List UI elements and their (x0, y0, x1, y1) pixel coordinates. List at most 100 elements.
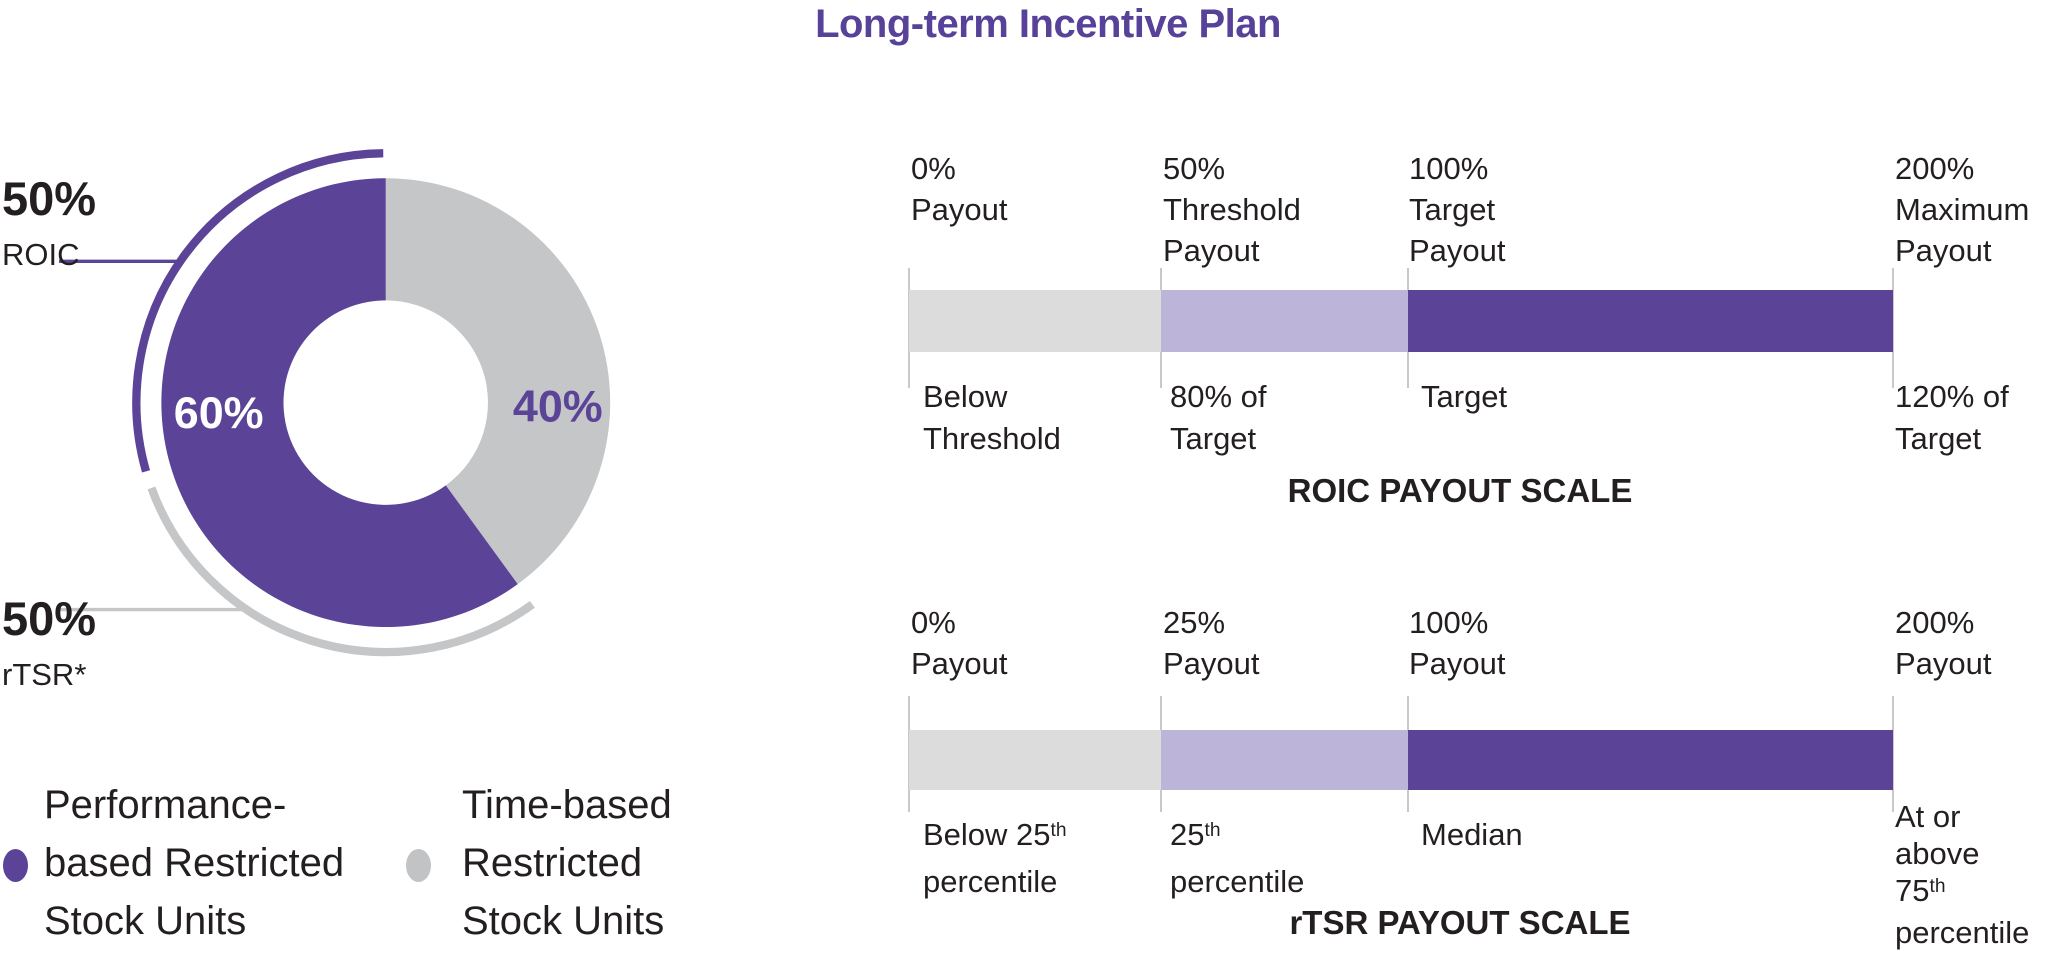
scale-bottom-label: 80% of Target (1170, 376, 1267, 460)
scale-top-label-line: 50% (1163, 151, 1226, 186)
scale-top-label-line: Threshold (1163, 192, 1301, 227)
scale-bottom-label-line: 120% of (1895, 376, 2009, 418)
scale-title: ROIC PAYOUT SCALE (1287, 472, 1633, 509)
donut-label-40: 40% (513, 380, 603, 431)
scale-top-label-line: 100% (1409, 605, 1489, 640)
label-text: percentile (1170, 864, 1305, 899)
scale-bar-segment (909, 290, 1161, 352)
label-text: percentile (1895, 915, 2030, 950)
scale-top-label-line: 0% (911, 605, 956, 640)
scale-top-label: 0% Payout (911, 602, 1008, 684)
rtsr-callout: 50% rTSR* (2, 594, 96, 693)
label-text: Target (1421, 379, 1508, 414)
page-title: Long-term Incentive Plan (815, 2, 1281, 46)
legend-line: Stock Units (462, 899, 665, 943)
scale-bottom-label: At or above 75th percentile (1895, 798, 2029, 951)
scale-top-label-line: Payout (1409, 233, 1506, 268)
scale-bottom-label: Below Threshold (923, 376, 1061, 460)
scale-top-label-line: 200% (1895, 605, 1975, 640)
scale-top-label-line: 25% (1163, 605, 1226, 640)
scale-tick (1892, 696, 1894, 812)
roic-callout-pct: 50% (2, 172, 97, 225)
legend-line: based Restricted (44, 841, 345, 885)
rtsr-arc (147, 486, 535, 657)
scale-bottom-label-line: Below (923, 376, 1061, 418)
scale-bottom-label-line: percentile (1895, 914, 2029, 951)
label-text: 25 (1170, 817, 1205, 852)
scale-bottom-label-line: percentile (1170, 861, 1304, 903)
label-text: above (1895, 836, 1980, 871)
scale-bottom-label: 25th percentile (1170, 814, 1304, 903)
legend-line: Performance- (44, 783, 287, 827)
superscript: th (1050, 820, 1067, 842)
legend-line: Restricted (462, 841, 643, 885)
scale-top-label: 25% Payout (1163, 602, 1260, 684)
scale-tick (1892, 268, 1894, 388)
scale-top-label-line: Maximum (1895, 192, 2030, 227)
scale-bottom-label: Target (1421, 376, 1507, 418)
scale-bar-segment (1161, 290, 1408, 352)
donut-chart: 60% 40% (59, 149, 611, 657)
scale-bottom-label-line: Target (1895, 418, 2009, 460)
scale-bar-segment (1408, 730, 1893, 790)
label-text: Median (1421, 817, 1523, 852)
superscript: th (1929, 876, 1946, 898)
scale-bottom-label-line: Target (1170, 418, 1267, 460)
roic-callout-metric: ROIC (2, 237, 80, 273)
scale-top-label-line: Payout (1895, 233, 1992, 268)
label-text: percentile (923, 864, 1058, 899)
scale-top-label: 0% Payout (911, 148, 1008, 230)
legend-item-performance-based: Performance- based Restricted Stock Unit… (44, 776, 344, 950)
scale-top-label-line: Payout (1409, 646, 1506, 681)
label-text: 75 (1895, 873, 1930, 908)
scale-top-label-line: Payout (911, 192, 1008, 227)
scale-bottom-label: 120% of Target (1895, 376, 2009, 460)
scale-bar-segment (1161, 730, 1408, 790)
scale-bottom-label-line: percentile (923, 861, 1067, 903)
scale-top-label-line: Payout (1895, 646, 1992, 681)
legend-dot-performance-based (3, 849, 28, 882)
scale-top-label-line: 0% (911, 151, 956, 186)
label-text: Threshold (923, 421, 1061, 456)
rtsr-callout-metric: rTSR* (2, 657, 87, 693)
label-text: Target (1170, 421, 1257, 456)
label-text: At or (1895, 799, 1961, 834)
scale-top-label-line: Payout (911, 646, 1008, 681)
scale-bottom-label-line: Median (1421, 814, 1523, 856)
legend-dot-time-based (406, 849, 431, 882)
scale-top-label-line: Payout (1163, 233, 1260, 268)
label-text: Target (1895, 421, 1982, 456)
scale-bottom-label-line: Threshold (923, 418, 1061, 460)
scale-bottom-label-line: Below 25th (923, 814, 1067, 861)
scale-bottom-label-line: 25th (1170, 814, 1304, 861)
scale-top-label: 100% Payout (1409, 602, 1506, 684)
legend-line: Time-based (462, 783, 672, 827)
scale-bottom-label: Below 25th percentile (923, 814, 1067, 903)
legend-item-time-based: Time-based Restricted Stock Units (462, 776, 672, 950)
donut-label-60: 60% (174, 387, 264, 438)
scale-top-label-line: 200% (1895, 151, 1975, 186)
scale-top-label: 100% Target Payout (1409, 148, 1506, 271)
label-text: 120% of (1895, 379, 2009, 414)
scale-top-label-line: Payout (1163, 646, 1260, 681)
scale-bottom-label-line: At or (1895, 798, 2029, 835)
donut-segment-performance-based (161, 178, 518, 628)
label-text: Below (923, 379, 1008, 414)
scale-top-label-line: 100% (1409, 151, 1489, 186)
scale-bar-segment (909, 730, 1161, 790)
scale-top-label-line: Target (1409, 192, 1496, 227)
superscript: th (1204, 820, 1221, 842)
label-text: Below 25 (923, 817, 1051, 852)
label-text: 80% of (1170, 379, 1267, 414)
rtsr-callout-pct: 50% (2, 592, 97, 645)
scale-bottom-label-line: above (1895, 835, 2029, 872)
scale-title: rTSR PAYOUT SCALE (1289, 904, 1631, 941)
scale-bottom-label: Median (1421, 814, 1523, 856)
roic-callout: 50% ROIC (2, 174, 96, 273)
scale-bar-segment (1408, 290, 1893, 352)
scale-top-label: 200% Payout (1895, 602, 1992, 684)
scale-bottom-label-line: 80% of (1170, 376, 1267, 418)
roic-arc (132, 149, 384, 473)
scale-top-label: 200% Maximum Payout (1895, 148, 2029, 271)
